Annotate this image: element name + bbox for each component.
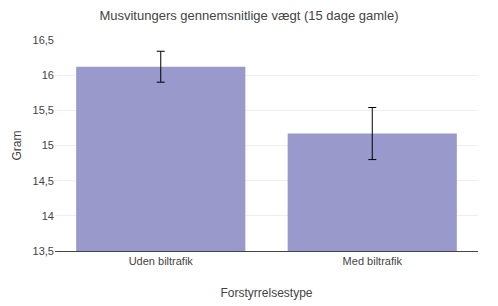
svg-text:Gram: Gram [10, 130, 24, 160]
svg-text:15,5: 15,5 [33, 104, 54, 116]
svg-text:Uden biltrafik: Uden biltrafik [129, 255, 194, 267]
svg-text:Med biltrafik: Med biltrafik [343, 255, 403, 267]
svg-text:14,5: 14,5 [33, 175, 54, 187]
svg-text:16: 16 [42, 69, 54, 81]
svg-text:16,5: 16,5 [33, 34, 54, 46]
svg-text:13,5: 13,5 [33, 245, 54, 257]
svg-text:Musvitungers gennemsnitlige væ: Musvitungers gennemsnitlige vægt (15 dag… [99, 8, 398, 23]
svg-text:Forstyrrelsestype: Forstyrrelsestype [220, 286, 312, 300]
svg-text:14: 14 [42, 210, 54, 222]
svg-text:15: 15 [42, 139, 54, 151]
